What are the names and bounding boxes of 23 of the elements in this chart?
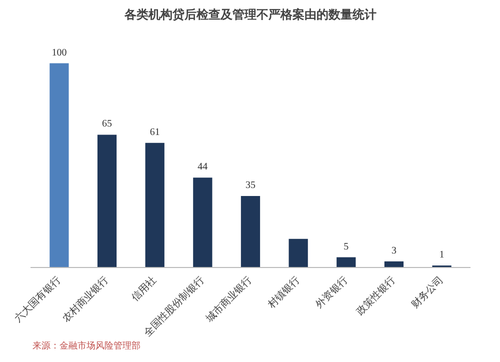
bar xyxy=(240,196,260,268)
data-label: 3 xyxy=(391,245,396,256)
x-tick-label: 政策性银行 xyxy=(354,274,398,318)
bar xyxy=(193,178,212,268)
bar xyxy=(50,63,69,268)
data-label: 44 xyxy=(198,162,208,173)
data-label: 5 xyxy=(344,241,349,252)
data-label: 61 xyxy=(150,126,160,138)
x-tick-label: 村镇银行 xyxy=(264,274,302,312)
chart-title: 各类机构贷后检查及管理不严格案由的数量统计 xyxy=(124,8,376,22)
data-label: 65 xyxy=(102,118,112,130)
bar xyxy=(336,257,356,268)
x-tick-label: 外资银行 xyxy=(313,274,350,311)
source-note: 来源：金融市场风险管理部 xyxy=(32,340,140,352)
bar xyxy=(145,142,164,268)
data-label: 1 xyxy=(439,249,444,260)
x-tick-label: 财务公司 xyxy=(408,274,446,311)
bar xyxy=(97,134,117,268)
x-tick-label: 城市商业银行 xyxy=(202,274,254,326)
x-tick-label: 信用社 xyxy=(129,274,159,304)
bar xyxy=(288,238,308,268)
data-label: 35 xyxy=(246,180,256,192)
data-label: 100 xyxy=(52,47,67,58)
